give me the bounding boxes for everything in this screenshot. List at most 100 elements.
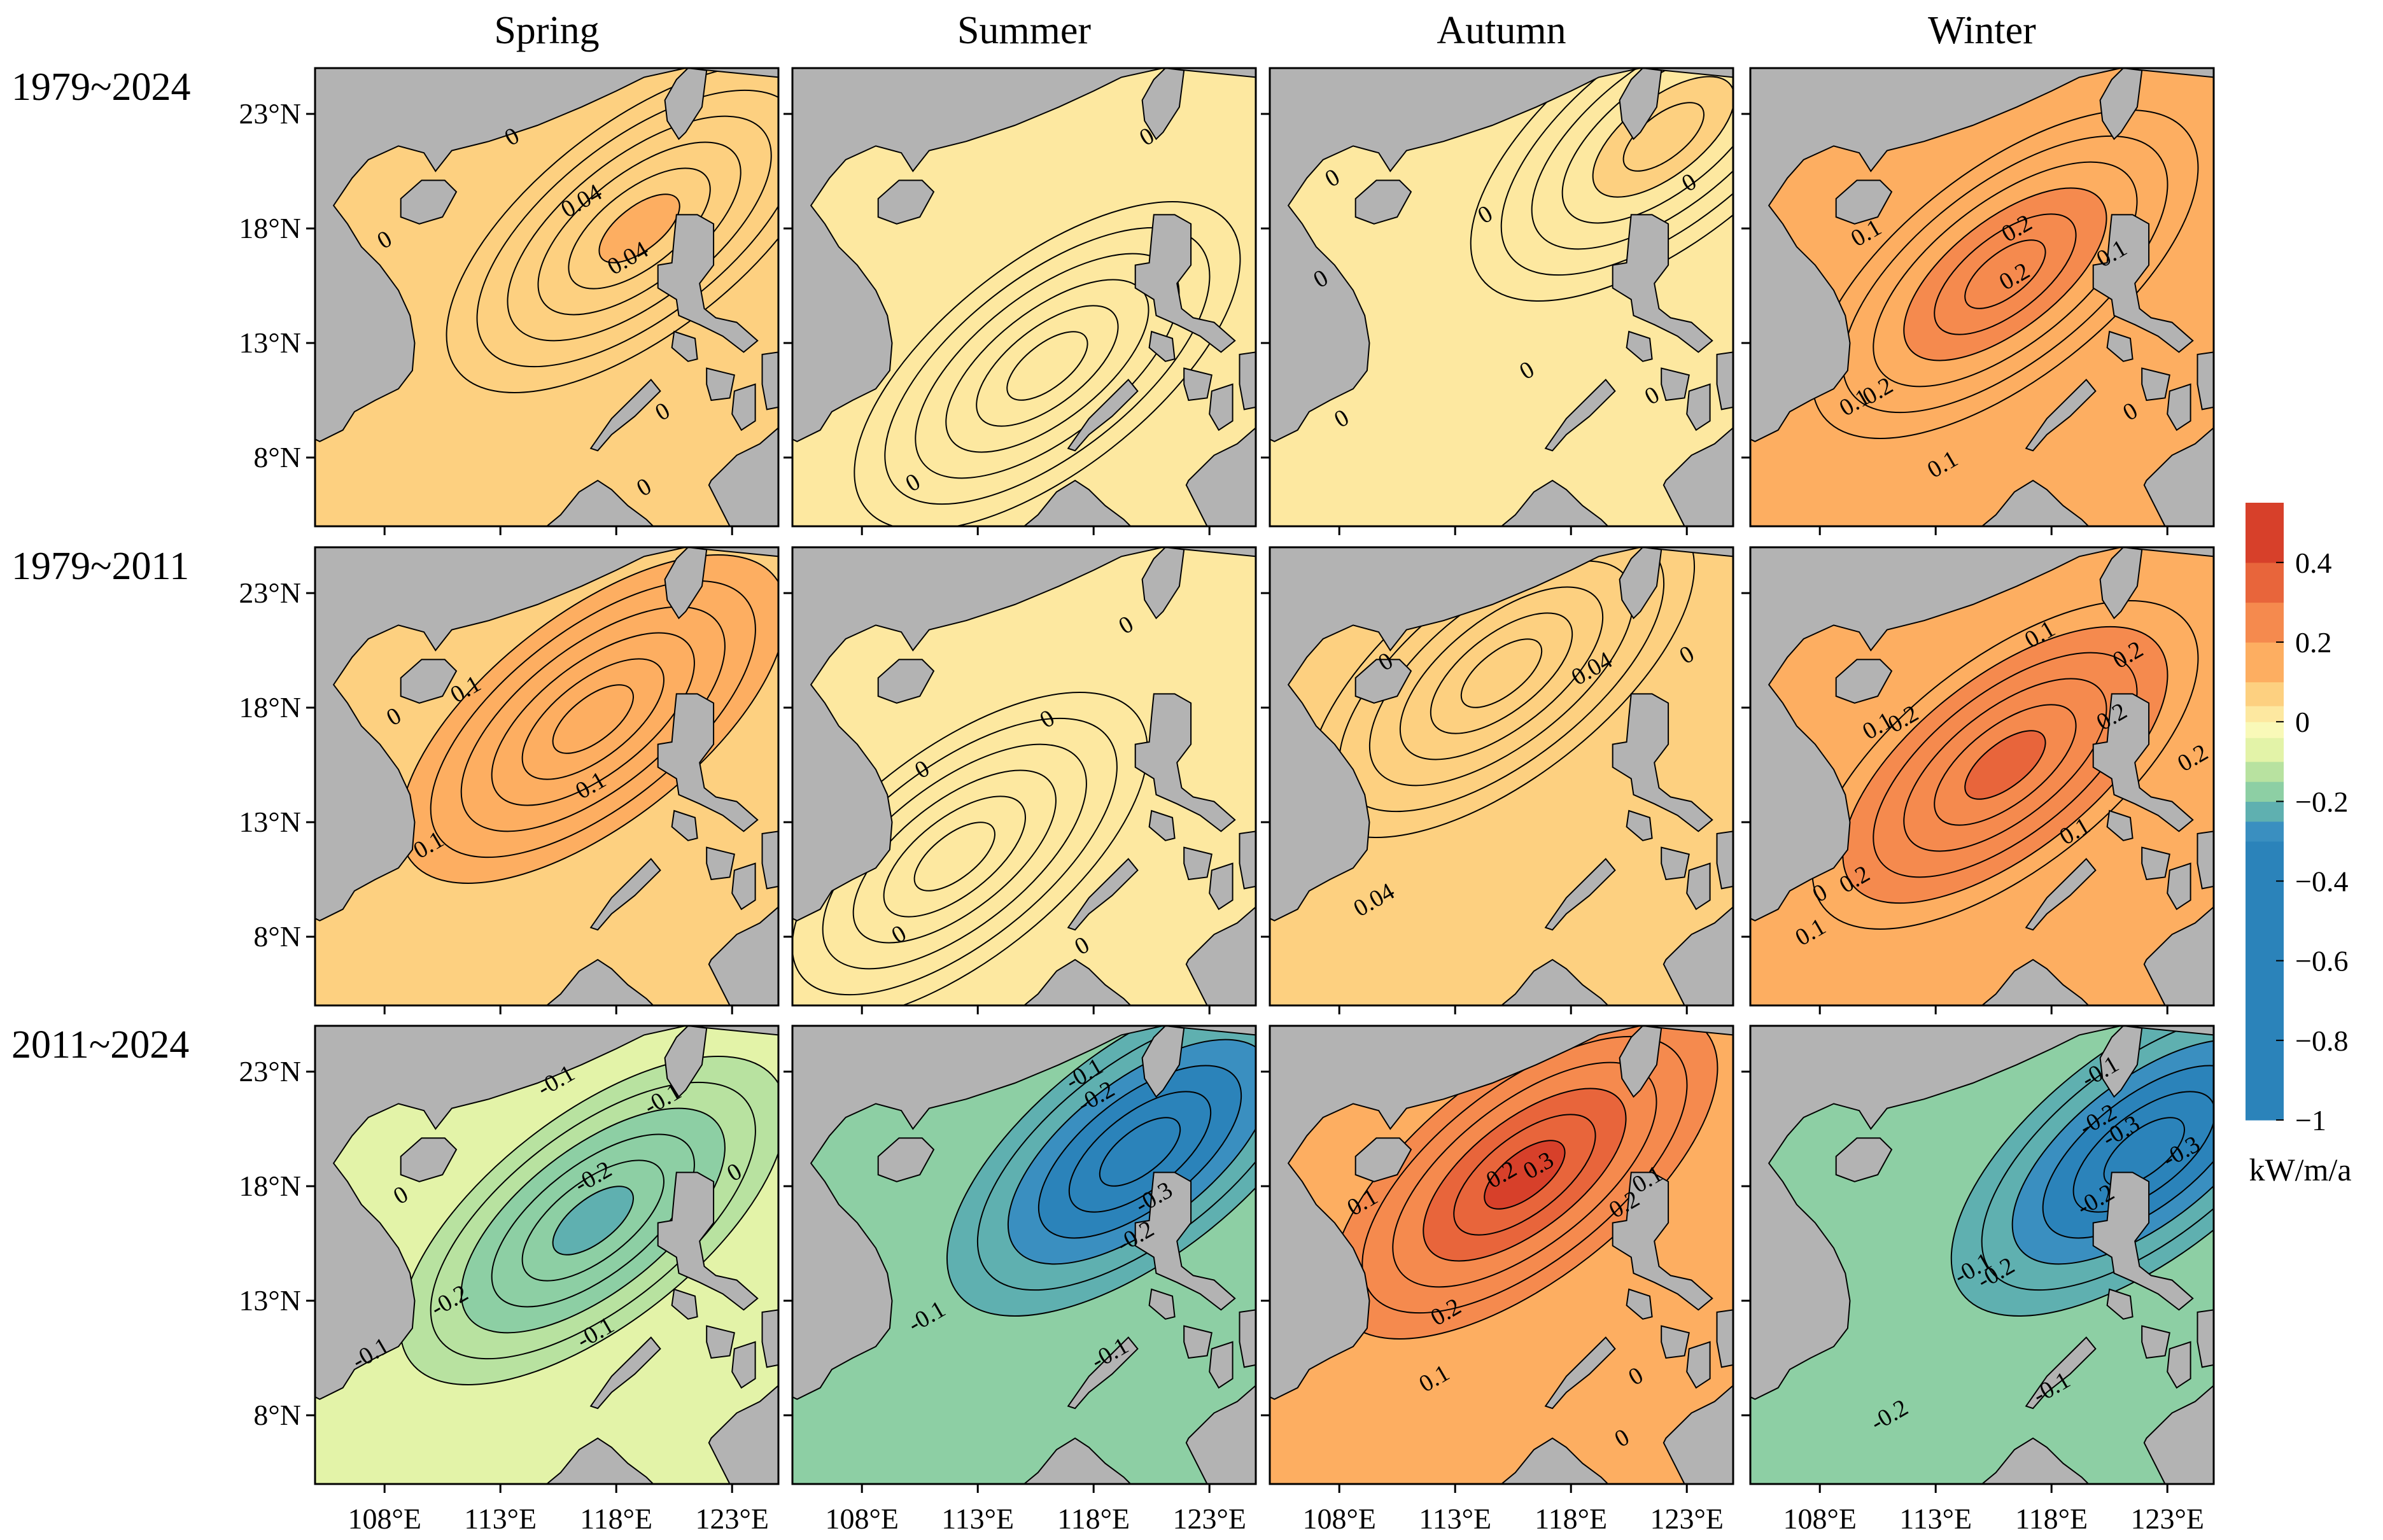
panay-island bbox=[706, 1325, 735, 1359]
mindoro-island bbox=[1148, 809, 1176, 841]
season-header: Winter bbox=[1928, 9, 2036, 52]
mindanao-island bbox=[1185, 1384, 1256, 1484]
headers: Spring Summer Autumn Winter 1979~2024 1979~20… bbox=[11, 9, 2036, 1067]
colorbar-tick-label: −0.6 bbox=[2295, 945, 2348, 977]
lon-tick-label: 108°E bbox=[1783, 1502, 1857, 1535]
colorbar-segment bbox=[2246, 562, 2284, 603]
mainland-land bbox=[792, 547, 1256, 921]
lat-tick-label: 18°N bbox=[239, 212, 301, 244]
colorbar-segment bbox=[2246, 821, 2284, 842]
panel-1979~2011-Autumn: 0 0.04 00.04 bbox=[1261, 546, 1734, 1014]
mainland-land bbox=[792, 68, 1256, 442]
luzon-island bbox=[657, 693, 759, 832]
panel-frame bbox=[314, 546, 780, 1007]
panel-frame bbox=[1269, 546, 1734, 1007]
borneo-land bbox=[1843, 1437, 2090, 1484]
panay-island bbox=[1661, 367, 1690, 402]
colorbar-segment bbox=[2246, 781, 2284, 802]
mindanao-island bbox=[2143, 1384, 2214, 1484]
taiwan-island bbox=[664, 547, 708, 620]
contour-level bbox=[598, 193, 680, 263]
borneo-land bbox=[1843, 958, 2090, 1005]
palawan-island bbox=[2025, 858, 2097, 931]
period-label: 2011~2024 bbox=[11, 1023, 189, 1067]
colorbar-segment bbox=[2246, 841, 2284, 1121]
mindanao-island bbox=[708, 426, 778, 526]
period-label: 1979~2024 bbox=[11, 66, 191, 109]
luzon-island bbox=[2092, 1172, 2194, 1311]
lon-tick-label: 118°E bbox=[580, 1502, 652, 1535]
mindoro-island bbox=[2106, 1288, 2133, 1320]
season-header: Summer bbox=[957, 9, 1091, 52]
season-header: Autumn bbox=[1437, 9, 1566, 52]
palawan-island bbox=[1544, 1336, 1616, 1410]
negros-cebu-islands bbox=[2167, 1341, 2191, 1389]
lon-tick-label: 108°E bbox=[825, 1502, 899, 1535]
taiwan-island bbox=[2099, 1026, 2143, 1098]
mindoro-island bbox=[2106, 809, 2133, 841]
mindoro-island bbox=[2106, 330, 2133, 362]
palawan-island bbox=[2025, 379, 2097, 452]
mindanao-island bbox=[1662, 426, 1733, 526]
contour-level bbox=[552, 1186, 634, 1256]
negros-cebu-islands bbox=[1686, 383, 1711, 431]
panel-field: 00 bbox=[792, 68, 1256, 526]
negros-cebu-islands bbox=[1209, 862, 1234, 911]
luzon-island bbox=[1612, 214, 1713, 353]
borneo-land bbox=[885, 958, 1132, 1005]
negros-cebu-islands bbox=[1686, 862, 1711, 911]
borneo-land bbox=[885, 1437, 1132, 1484]
panay-island bbox=[1661, 846, 1690, 881]
colorbar-segment bbox=[2246, 801, 2284, 822]
lat-tick-label: 23°N bbox=[239, 577, 301, 609]
panel-frame bbox=[791, 546, 1257, 1007]
colorbar-segment bbox=[2246, 503, 2284, 563]
panel-frame bbox=[791, 1025, 1257, 1485]
colorbar-segment bbox=[2246, 738, 2284, 762]
mainland-land bbox=[315, 547, 778, 921]
panay-island bbox=[1183, 846, 1213, 881]
taiwan-island bbox=[1619, 68, 1662, 141]
colorbar-tick-label: −0.4 bbox=[2295, 865, 2348, 898]
contour-level bbox=[552, 684, 634, 754]
mindanao-island bbox=[708, 1384, 778, 1484]
panel-frame bbox=[1749, 546, 2215, 1007]
panel-2011~2024-Winter: -0.1-0.2-0.3 -0.3-0.2-0.1-0.2-0.2-0.1 108°… bbox=[1741, 1025, 2215, 1535]
colorbar-unit: kW/m/a bbox=[2249, 1152, 2351, 1187]
mindanao-island bbox=[1662, 1384, 1733, 1484]
panel-frame bbox=[791, 67, 1257, 528]
luzon-island bbox=[1134, 1172, 1236, 1311]
panel-field: -0.1-0.2-0.3 -0.3-0.2-0.1-0.2-0.2-0.1 bbox=[1750, 1026, 2214, 1484]
samar-leyte-islands bbox=[761, 830, 778, 890]
panay-island bbox=[2141, 1325, 2170, 1359]
samar-leyte-islands bbox=[1716, 830, 1733, 890]
colorbar-tick-label: 0.4 bbox=[2295, 547, 2332, 579]
hainan-island bbox=[877, 1137, 935, 1182]
samar-leyte-islands bbox=[2197, 830, 2214, 890]
mindanao-island bbox=[1185, 906, 1256, 1005]
hainan-island bbox=[1354, 1137, 1412, 1182]
samar-leyte-islands bbox=[761, 1309, 778, 1368]
samar-leyte-islands bbox=[1239, 1309, 1256, 1368]
contour-level bbox=[1006, 331, 1088, 401]
colorbar-segment bbox=[2246, 602, 2284, 643]
colorbar-tick-label: −0.2 bbox=[2295, 785, 2348, 818]
panay-island bbox=[2141, 367, 2170, 402]
mainland-land bbox=[1750, 547, 2214, 921]
lon-tick-label: 118°E bbox=[1057, 1502, 1130, 1535]
panel-frame bbox=[314, 67, 780, 528]
taiwan-island bbox=[664, 68, 708, 141]
panel-field: -0.1-0.2-0.3-0.2-0.1-0.1 bbox=[792, 1026, 1256, 1484]
panel-1979~2024-Summer: 00 bbox=[784, 67, 1257, 535]
mainland-land bbox=[315, 1026, 778, 1400]
mindoro-island bbox=[671, 330, 698, 362]
palawan-island bbox=[1067, 858, 1139, 931]
samar-leyte-islands bbox=[2197, 1309, 2214, 1368]
panay-island bbox=[2141, 846, 2170, 881]
